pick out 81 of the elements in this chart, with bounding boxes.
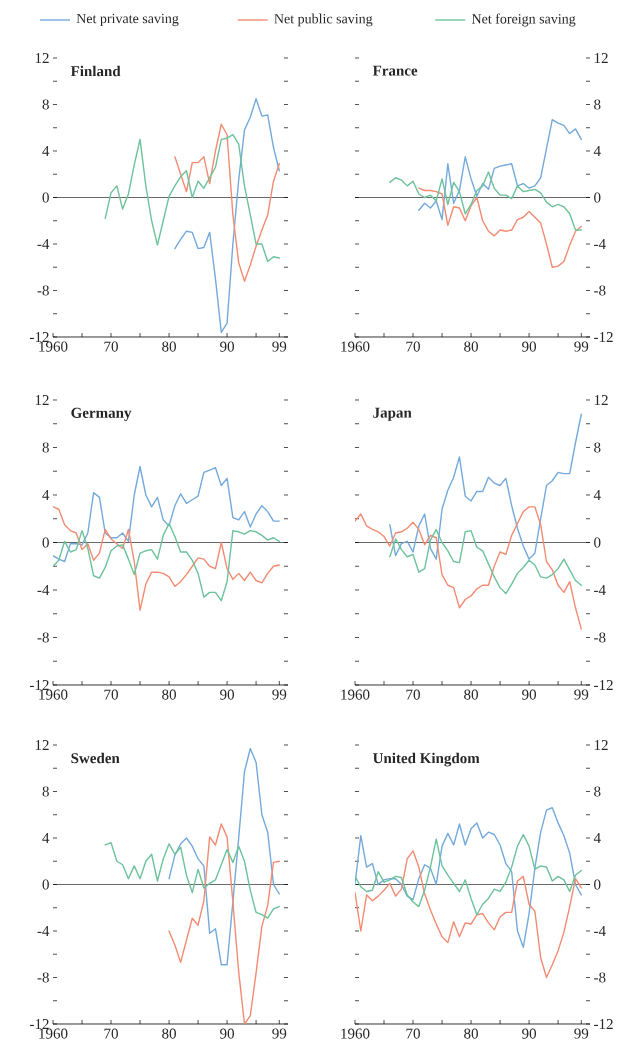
y-tick-label: 8	[594, 99, 601, 110]
y-tick-label: 0	[594, 192, 601, 203]
y-tick-label: -12	[594, 332, 613, 342]
x-tick-label: 90	[220, 689, 235, 700]
x-tick-label: 1960	[39, 1028, 68, 1039]
y-tick-label: 12	[35, 395, 49, 405]
x-tick-label: 1960	[341, 341, 370, 352]
y-tick-label: -8	[37, 285, 49, 296]
x-tick-label: 90	[522, 689, 537, 700]
x-tick-label: 70	[406, 341, 420, 352]
y-tick-label: 12	[594, 740, 608, 750]
x-tick-label: 99	[574, 341, 589, 352]
chart-title: Japan	[373, 407, 412, 421]
y-tick-label: 0	[42, 537, 49, 548]
legend-label: Net foreign saving	[471, 13, 576, 27]
chart-title: France	[372, 65, 418, 76]
x-tick-label: 1960	[341, 689, 370, 700]
y-tick-label: -8	[594, 285, 606, 296]
x-tick-label: 1960	[39, 689, 68, 700]
y-tick-label: 4	[42, 833, 50, 843]
x-tick-label: 90	[522, 341, 537, 352]
y-tick-label: -12	[594, 680, 613, 690]
y-tick-label: -4	[594, 585, 606, 595]
y-tick-label: 4	[593, 146, 601, 156]
y-tick-label: 4	[42, 146, 50, 156]
y-tick-label: 4	[593, 833, 601, 843]
y-tick-label: 0	[42, 879, 49, 890]
x-tick-label: 99	[272, 341, 287, 352]
y-tick-label: -8	[594, 632, 606, 643]
x-tick-label: 90	[522, 1028, 537, 1039]
x-tick-label: 70	[104, 341, 118, 352]
y-tick-label: -4	[37, 926, 50, 936]
y-tick-label: -12	[594, 1019, 613, 1029]
y-tick-label: 8	[42, 442, 49, 453]
x-tick-label: 90	[220, 341, 235, 352]
x-tick-label: 80	[162, 1028, 176, 1039]
y-tick-label: -4	[37, 585, 50, 595]
chart-title: United Kingdom	[373, 752, 480, 767]
x-tick-label: 1960	[39, 341, 68, 352]
y-tick-label: 8	[594, 786, 601, 797]
y-tick-label: 0	[42, 192, 49, 203]
chart-title: Finland	[70, 65, 121, 77]
y-tick-label: -12	[30, 680, 49, 690]
legend-label: Net public saving	[274, 13, 373, 27]
x-tick-label: 70	[104, 689, 118, 700]
x-tick-label: 80	[162, 341, 176, 352]
y-tick-label: 8	[42, 786, 49, 797]
y-tick-label: 0	[594, 537, 601, 548]
y-tick-label: -4	[37, 239, 50, 249]
x-tick-label: 99	[272, 1028, 287, 1039]
x-tick-label: 99	[272, 689, 287, 700]
x-tick-label: 80	[464, 689, 478, 700]
x-tick-label: 80	[162, 689, 176, 700]
x-tick-label: 70	[406, 1028, 420, 1039]
y-tick-label: 12	[594, 395, 608, 405]
y-tick-label: 4	[593, 490, 601, 500]
y-tick-label: 8	[594, 442, 601, 453]
y-tick-label: -8	[594, 972, 606, 983]
y-tick-label: -12	[30, 332, 49, 342]
y-tick-label: 12	[35, 740, 49, 750]
y-tick-label: -4	[594, 926, 606, 936]
x-tick-label: 70	[104, 1028, 118, 1039]
x-tick-label: 1960	[341, 1028, 370, 1039]
x-tick-label: 70	[406, 689, 420, 700]
legend-label: Net private saving	[76, 13, 179, 27]
chart-title: Sweden	[71, 752, 120, 764]
y-tick-label: -12	[30, 1019, 49, 1029]
x-tick-label: 99	[574, 689, 589, 700]
y-tick-label: 12	[594, 53, 608, 63]
y-tick-label: 12	[35, 53, 49, 63]
x-tick-label: 90	[220, 1028, 235, 1039]
y-tick-label: 0	[594, 879, 601, 890]
y-tick-label: -4	[594, 239, 606, 249]
y-tick-label: -8	[37, 972, 49, 983]
y-tick-label: 4	[42, 490, 50, 500]
x-tick-label: 80	[464, 1028, 478, 1039]
x-tick-label: 80	[464, 341, 478, 352]
chart-title: Germany	[71, 407, 132, 421]
y-tick-label: 8	[42, 99, 49, 110]
y-tick-label: -8	[37, 632, 49, 643]
x-tick-label: 99	[574, 1028, 589, 1039]
